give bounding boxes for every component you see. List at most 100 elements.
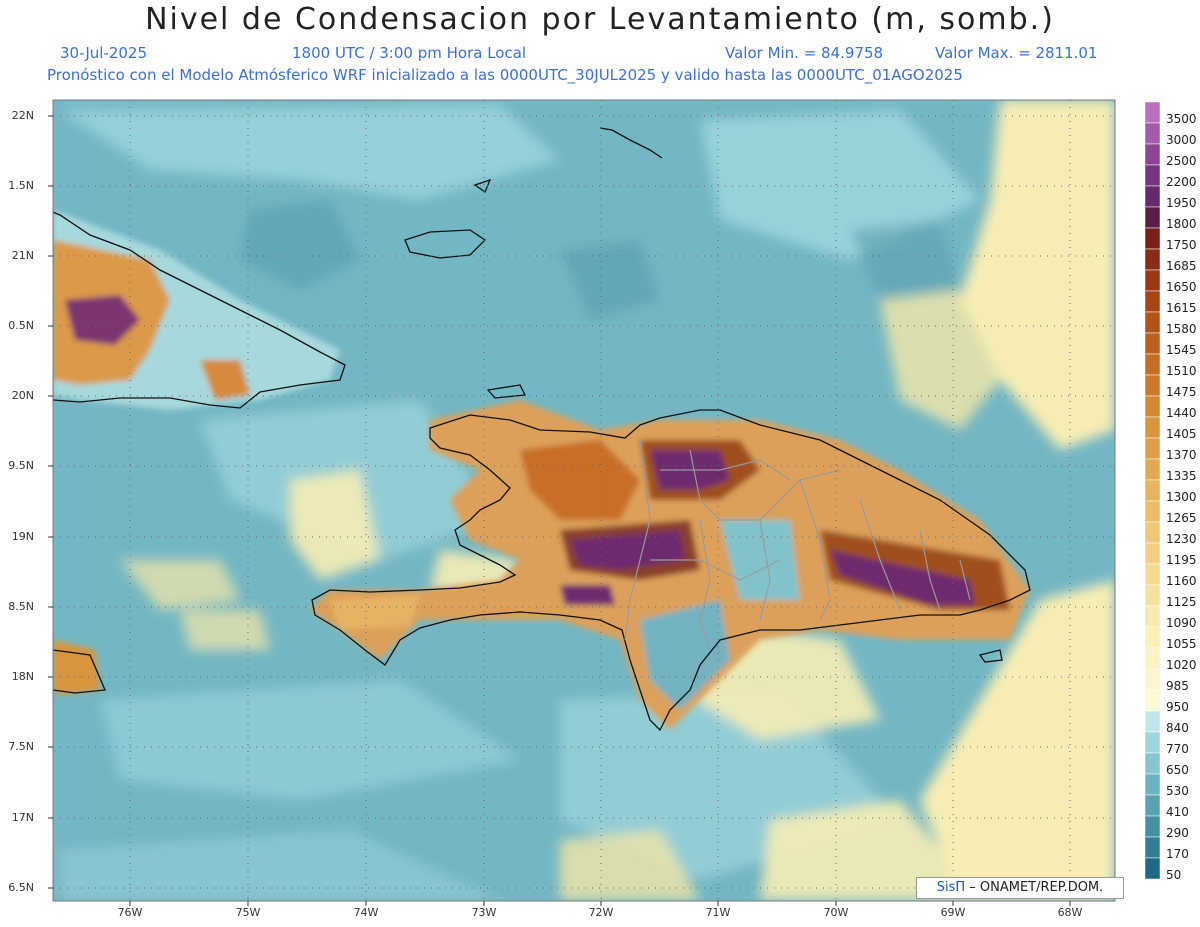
lon-label: 73W	[471, 906, 497, 919]
colorbar-swatch	[1144, 689, 1161, 712]
colorbar-swatch	[1144, 647, 1161, 670]
colorbar-label: 1335	[1166, 469, 1197, 483]
credit-text: – ONAMET/REP.DOM.	[969, 880, 1104, 895]
lon-label: 69W	[940, 906, 966, 919]
colorbar-label: 1090	[1166, 616, 1197, 630]
lat-label: 22N	[11, 109, 34, 122]
colorbar-label: 1800	[1166, 217, 1197, 231]
colorbar-swatch	[1144, 458, 1161, 481]
colorbar-swatch	[1144, 185, 1161, 208]
colorbar-swatch	[1144, 773, 1161, 796]
colorbar-swatch	[1144, 395, 1161, 418]
colorbar-swatch	[1144, 584, 1161, 607]
axis-ticks	[48, 115, 1071, 906]
map-frame	[52, 99, 1116, 902]
colorbar-label: 1160	[1166, 574, 1197, 588]
colorbar-label: 410	[1166, 805, 1189, 819]
colorbar-label: 2500	[1166, 154, 1197, 168]
colorbar-label: 1580	[1166, 322, 1197, 336]
colorbar-label: 170	[1166, 847, 1189, 861]
lat-label: 7.5N	[8, 740, 34, 753]
colorbar-swatch	[1144, 857, 1161, 880]
colorbar-swatch	[1144, 521, 1161, 544]
hispaniola-shading	[310, 400, 1030, 730]
colorbar-label: 3000	[1166, 133, 1197, 147]
province-borders	[624, 439, 971, 651]
colorbar-swatch	[1144, 542, 1161, 565]
colorbar-label: 1475	[1166, 385, 1197, 399]
cuba-shading	[53, 210, 340, 695]
colorbar-label: 1685	[1166, 259, 1197, 273]
colorbar-swatch	[1144, 500, 1161, 523]
valid-date: 30-Jul-2025	[60, 44, 148, 62]
colorbar-swatch	[1144, 605, 1161, 628]
colorbar-label: 770	[1166, 742, 1189, 756]
lon-label: 68W	[1057, 906, 1083, 919]
colorbar-label: 840	[1166, 721, 1189, 735]
lat-label: 19N	[11, 530, 34, 543]
lat-label: 18N	[11, 670, 34, 683]
lon-label: 76W	[117, 906, 143, 919]
shading-field	[60, 100, 1115, 900]
colorbar-label: 1020	[1166, 658, 1197, 672]
colorbar-label: 290	[1166, 826, 1189, 840]
colorbar-swatch	[1144, 815, 1161, 838]
colorbar-swatch	[1144, 731, 1161, 754]
colorbar-label: 1440	[1166, 406, 1197, 420]
colorbar-label: 1510	[1166, 364, 1197, 378]
colorbar-label: 2200	[1166, 175, 1197, 189]
colorbar-label: 1615	[1166, 301, 1197, 315]
colorbar-swatch	[1144, 101, 1161, 124]
colorbar-label: 950	[1166, 700, 1189, 714]
colorbar-swatch	[1144, 227, 1161, 250]
model-note: Pronóstico con el Modelo Atmósferico WRF…	[47, 66, 963, 84]
colorbar-label: 1055	[1166, 637, 1197, 651]
colorbar-swatch	[1144, 626, 1161, 649]
colorbar-swatch	[1144, 122, 1161, 145]
lon-label: 75W	[235, 906, 261, 919]
max-value: Valor Max. = 2811.01	[935, 44, 1098, 62]
valid-time: 1800 UTC / 3:00 pm Hora Local	[292, 44, 527, 62]
lon-label: 70W	[823, 906, 849, 919]
lon-label: 72W	[588, 906, 614, 919]
lon-label: 71W	[705, 906, 731, 919]
map-title: Nivel de Condensacion por Levantamiento …	[145, 2, 1055, 37]
colorbar-label: 50	[1166, 868, 1182, 882]
credit-box: SisΠ – ONAMET/REP.DOM.	[916, 877, 1124, 899]
colorbar-swatch	[1144, 374, 1161, 397]
colorbar-label: 530	[1166, 784, 1189, 798]
lon-label: 74W	[353, 906, 379, 919]
colorbar-swatch	[1144, 143, 1161, 166]
colorbar-swatch	[1144, 416, 1161, 439]
colorbar	[1144, 101, 1161, 880]
lat-label: 8.5N	[8, 600, 34, 613]
colorbar-swatch	[1144, 563, 1161, 586]
colorbar-label: 1265	[1166, 511, 1197, 525]
lat-label: 6.5N	[8, 881, 34, 894]
lat-label: 9.5N	[8, 459, 34, 472]
colorbar-swatch	[1144, 668, 1161, 691]
colorbar-swatch	[1144, 206, 1161, 229]
colorbar-swatch	[1144, 332, 1161, 355]
colorbar-label: 1125	[1166, 595, 1197, 609]
coastlines	[53, 127, 1031, 732]
colorbar-swatch	[1144, 353, 1161, 376]
min-value: Valor Min. = 84.9758	[725, 44, 884, 62]
colorbar-swatch	[1144, 752, 1161, 775]
lat-label: 0.5N	[8, 319, 34, 332]
colorbar-label: 1195	[1166, 553, 1197, 567]
lat-label: 1.5N	[8, 179, 34, 192]
lat-label: 20N	[11, 389, 34, 402]
colorbar-label: 985	[1166, 679, 1189, 693]
lat-label: 21N	[11, 249, 34, 262]
colorbar-swatch	[1144, 290, 1161, 313]
graticule	[53, 100, 1115, 901]
sispi-logo-text: SisΠ	[936, 880, 966, 895]
colorbar-swatch	[1144, 710, 1161, 733]
colorbar-label: 1300	[1166, 490, 1197, 504]
colorbar-label: 650	[1166, 763, 1189, 777]
lat-label: 17N	[11, 811, 34, 824]
colorbar-swatch	[1144, 164, 1161, 187]
colorbar-label: 1750	[1166, 238, 1197, 252]
